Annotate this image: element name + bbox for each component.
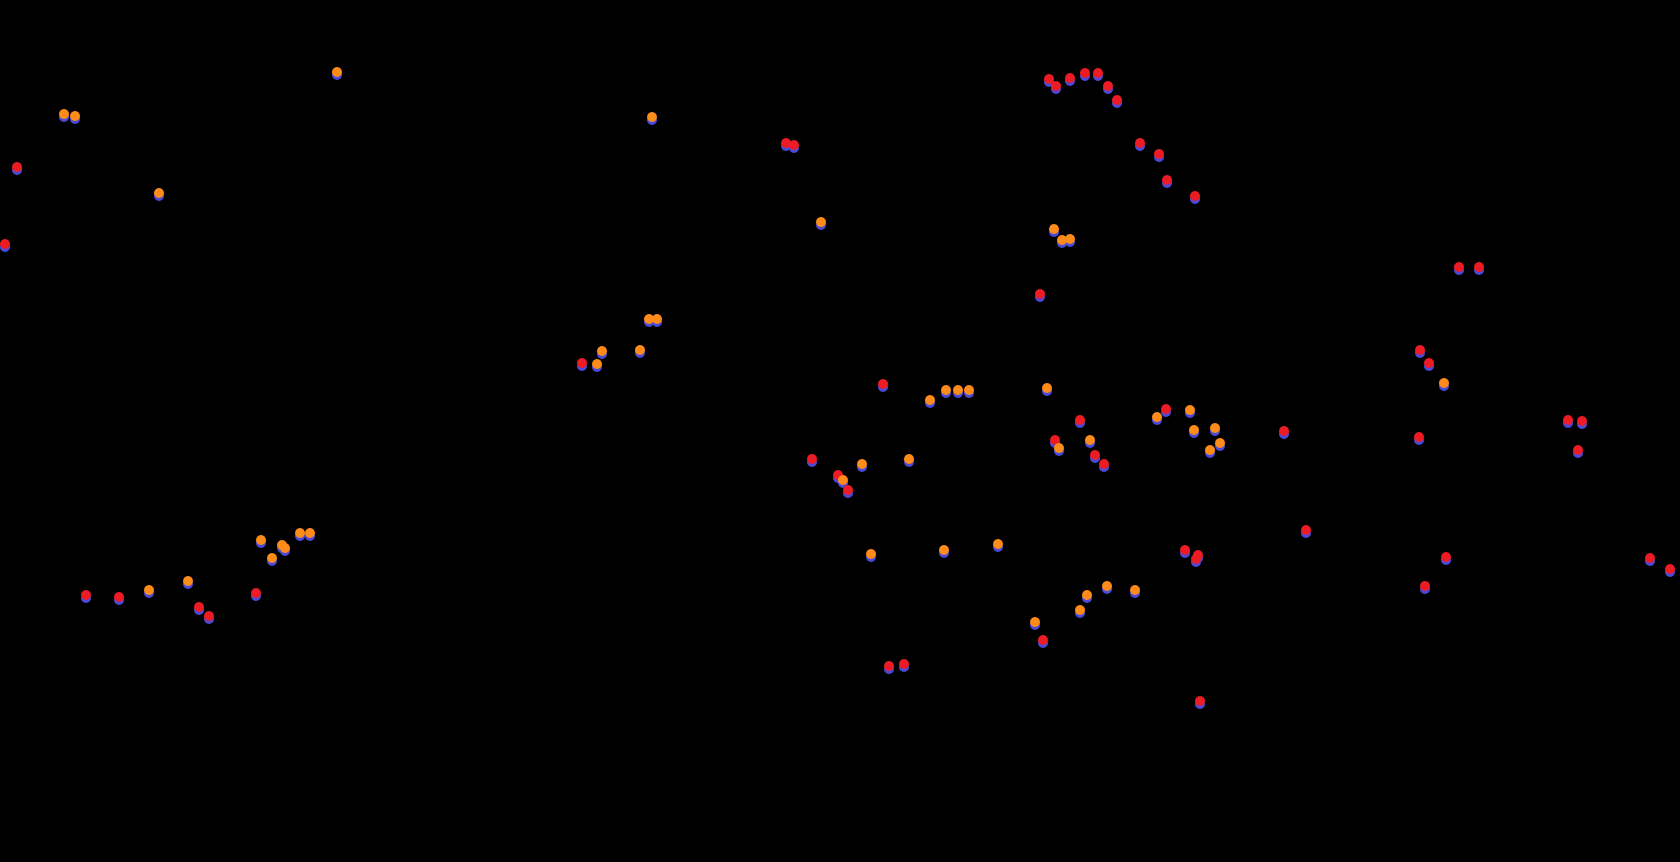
point-orange	[1065, 234, 1075, 244]
point-orange	[280, 543, 290, 553]
point-orange	[592, 359, 602, 369]
point-red	[114, 592, 124, 602]
point-red	[1161, 404, 1171, 414]
point-orange	[939, 545, 949, 555]
point-orange	[1205, 445, 1215, 455]
point-orange	[857, 459, 867, 469]
point-red	[1195, 696, 1205, 706]
point-red	[12, 162, 22, 172]
point-orange	[925, 395, 935, 405]
point-orange	[305, 528, 315, 538]
point-orange	[144, 585, 154, 595]
point-orange	[1439, 378, 1449, 388]
point-red	[1454, 262, 1464, 272]
point-red	[1090, 450, 1100, 460]
point-red	[204, 611, 214, 621]
point-red	[1441, 552, 1451, 562]
point-orange	[1189, 425, 1199, 435]
point-orange	[267, 553, 277, 563]
point-orange	[635, 345, 645, 355]
point-orange	[295, 528, 305, 538]
point-red	[781, 138, 791, 148]
point-red	[1415, 345, 1425, 355]
point-red	[1563, 415, 1573, 425]
point-red	[1180, 545, 1190, 555]
point-red	[1075, 415, 1085, 425]
point-orange	[332, 67, 342, 77]
point-orange	[904, 454, 914, 464]
point-red	[1135, 138, 1145, 148]
point-orange	[838, 475, 848, 485]
point-orange	[816, 217, 826, 227]
point-orange	[256, 535, 266, 545]
point-red	[1420, 581, 1430, 591]
point-red	[577, 358, 587, 368]
point-red	[251, 588, 261, 598]
point-red	[1279, 426, 1289, 436]
point-orange	[183, 576, 193, 586]
point-red	[1080, 68, 1090, 78]
point-red	[1577, 416, 1587, 426]
point-orange	[1049, 224, 1059, 234]
point-orange	[1152, 412, 1162, 422]
point-orange	[59, 109, 69, 119]
point-orange	[1042, 383, 1052, 393]
point-orange	[1102, 581, 1112, 591]
point-red	[878, 379, 888, 389]
point-orange	[1054, 443, 1064, 453]
point-red	[1112, 95, 1122, 105]
point-orange	[1075, 605, 1085, 615]
point-red	[1573, 445, 1583, 455]
scatter-plot	[0, 0, 1680, 862]
point-red	[1051, 81, 1061, 91]
point-orange	[1030, 617, 1040, 627]
point-orange	[597, 346, 607, 356]
point-red	[1414, 432, 1424, 442]
point-red	[194, 602, 204, 612]
point-orange	[1085, 435, 1095, 445]
point-orange	[866, 549, 876, 559]
point-red	[899, 659, 909, 669]
point-orange	[941, 385, 951, 395]
point-red	[1162, 175, 1172, 185]
point-orange	[1210, 423, 1220, 433]
point-orange	[647, 112, 657, 122]
point-orange	[652, 314, 662, 324]
point-orange	[70, 111, 80, 121]
point-orange	[1130, 585, 1140, 595]
point-orange	[1082, 590, 1092, 600]
point-red	[1190, 191, 1200, 201]
point-red	[1474, 262, 1484, 272]
point-red	[1665, 564, 1675, 574]
point-red	[1038, 635, 1048, 645]
point-red	[0, 239, 10, 249]
point-orange	[154, 188, 164, 198]
point-orange	[953, 385, 963, 395]
point-red	[884, 661, 894, 671]
point-red	[1645, 553, 1655, 563]
point-orange	[1185, 405, 1195, 415]
point-red	[1424, 358, 1434, 368]
point-red	[1099, 459, 1109, 469]
point-red	[843, 485, 853, 495]
point-red	[1103, 81, 1113, 91]
point-orange	[993, 539, 1003, 549]
point-red	[1301, 525, 1311, 535]
point-red	[807, 454, 817, 464]
point-red	[1035, 289, 1045, 299]
point-red	[1154, 149, 1164, 159]
point-orange	[964, 385, 974, 395]
point-red	[1193, 550, 1203, 560]
point-red	[1065, 73, 1075, 83]
point-red	[81, 590, 91, 600]
point-orange	[1215, 438, 1225, 448]
point-red	[1093, 68, 1103, 78]
